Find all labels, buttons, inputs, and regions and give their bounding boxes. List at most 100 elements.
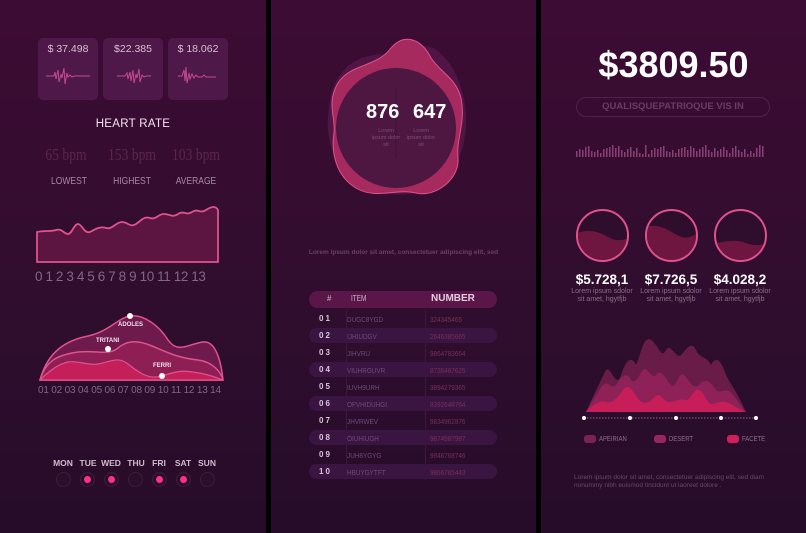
table-row[interactable]: 09 JUH8YGYG 9846768746 (309, 447, 497, 462)
label-pill-button[interactable]: QUALISQUEPATRIOQUE VIS IN (576, 97, 770, 117)
row-index: 08 (319, 433, 332, 442)
table-row[interactable]: 08 OIUHIUGH 9874987987 (309, 430, 497, 445)
legend-facete[interactable]: FACETE (742, 436, 766, 443)
table-row[interactable]: 04 VIUHRGUVR 8736487625 (309, 362, 497, 377)
row-index: 10 (319, 467, 332, 476)
legend-swatch-facete (727, 435, 739, 443)
area-chart-x-axis: 0 1 2 3 4 5 6 7 8 9 10 11 12 13 (35, 269, 206, 284)
stat-card[interactable]: $22.385 (103, 38, 163, 100)
legend-desert[interactable]: DESERT (669, 436, 694, 443)
equalizer-bars (576, 145, 764, 157)
left-panel: $ 37.498 $22.385 $ 18.062 HEART RATE 65 … (0, 0, 266, 533)
row-item: DUGC8YGD (347, 315, 384, 324)
day-label: FRI (152, 458, 166, 468)
middle-panel: 876 647 Lorem ipsum dolor sit Lorem ipsu… (271, 0, 536, 533)
card-value: $22.385 (114, 43, 152, 55)
row-number: 9864783664 (430, 349, 466, 358)
col-header-num[interactable]: # (327, 294, 332, 303)
right-panel: $3809.50 QUALISQUEPATRIOQUE VIS IN $5.72… (541, 0, 806, 533)
waveform-icon (178, 66, 216, 84)
wave-chart-x-axis: 01 02 03 04 05 06 07 08 09 10 11 12 13 1… (38, 385, 221, 396)
day-toggle-wed[interactable] (104, 472, 119, 487)
day-label: WED (101, 458, 121, 468)
table-row[interactable]: 01 DUGC8YGD 324345465 (309, 311, 497, 326)
bpm-highest: 153 bpm (108, 145, 156, 164)
table-row[interactable]: 07 JHVRWEV 9834962876 (309, 413, 497, 428)
day-toggle-sun[interactable] (200, 472, 215, 487)
gauge-circle[interactable] (576, 209, 629, 262)
day-label: MON (53, 458, 73, 468)
row-item: OIUHIUGH (347, 434, 379, 443)
blob-caption-left: Lorem ipsum dolor sit (371, 128, 401, 148)
row-index: 07 (319, 416, 332, 425)
stat-card[interactable]: $ 18.062 (168, 38, 228, 100)
stat-card[interactable]: $ 37.498 (38, 38, 98, 100)
row-number: 9866765443 (430, 468, 466, 477)
mountain-area-chart (582, 339, 758, 420)
day-label: THU (127, 458, 145, 468)
row-number: 9874987987 (430, 434, 466, 443)
row-number: 9846768746 (430, 451, 466, 460)
series-label-adoles: ADOLES (118, 322, 144, 328)
day-label: SUN (198, 458, 216, 468)
gauge-caption: Lorem ipsum sdolor sit amet, hgytfjb (640, 288, 702, 303)
bpm-lowest: 65 bpm (45, 145, 87, 164)
legend-swatch-apeirian (584, 435, 596, 443)
column-divider (346, 310, 347, 480)
row-number: 3894279365 (430, 383, 466, 392)
bpm-average: 103 bpm (172, 145, 220, 164)
day-toggle-fri[interactable] (152, 472, 167, 487)
table-row[interactable]: 02 IJHIUDGV 2646385665 (309, 328, 497, 343)
row-item: JHVRWEV (347, 417, 379, 426)
wave-fill-icon (716, 240, 765, 260)
row-number: 9834962876 (430, 417, 466, 426)
gauge-caption: Lorem ipsum sdolor sit amet, hgytfjb (709, 288, 771, 303)
row-number: 8736487625 (430, 366, 466, 375)
gauge-value: $5.728,1 (575, 272, 629, 287)
day-toggle-tue[interactable] (80, 472, 95, 487)
blob-value-left: 876 (366, 101, 400, 123)
row-number: 2646385665 (430, 332, 466, 341)
legend-apeirian[interactable]: APEIRIAN (599, 436, 627, 443)
bpm-label: HIGHEST (113, 176, 151, 187)
col-header-number[interactable]: NUMBER (431, 293, 475, 304)
row-item: HBUYGYTFT (347, 468, 386, 477)
col-header-item[interactable]: ITEM (351, 294, 367, 303)
row-item: OFVHIDUHGI (347, 400, 388, 409)
card-value: $ 37.498 (47, 43, 89, 55)
gauge-caption: Lorem ipsum sdolor sit amet, hgytfjb (571, 288, 633, 303)
legend-swatch-desert (654, 435, 666, 443)
day-toggle-sat[interactable] (176, 472, 191, 487)
gauge-circle[interactable] (645, 209, 698, 262)
wave-chart (38, 313, 224, 381)
series-label-tritani: TRITANI (96, 338, 120, 344)
day-toggle-mon[interactable] (56, 472, 71, 487)
table-row[interactable]: 05 IUVH9URH 3894279365 (309, 379, 497, 394)
row-index: 02 (319, 331, 332, 340)
blob-graphic (327, 38, 466, 195)
table-row[interactable]: 10 HBUYGYTFT 9866765443 (309, 464, 497, 479)
heart-rate-title: HEART RATE (95, 118, 171, 130)
table-row[interactable]: 03 JIHVRU 9864783664 (309, 345, 497, 360)
gauge-circle[interactable] (714, 209, 767, 262)
card-value: $ 18.062 (177, 43, 219, 55)
table-row[interactable]: 06 OFVHIDUHGI 8392648764 (309, 396, 497, 411)
description-text: Lorem ipsum dolor sit amet, consectetuer… (308, 249, 499, 256)
gauge-value: $7.726,5 (644, 272, 698, 287)
footer-text: Lorem ipsum dolor sit amet, consectetuer… (574, 474, 765, 489)
column-divider (425, 310, 426, 480)
table-header: # ITEM NUMBER (309, 291, 497, 308)
blob-value-right: 647 (413, 101, 447, 123)
day-label: TUE (79, 458, 97, 468)
gauge-value: $4.028,2 (713, 272, 767, 287)
row-number: 8392648764 (430, 400, 466, 409)
row-index: 06 (319, 399, 332, 408)
row-index: 01 (319, 314, 332, 323)
row-number: 324345465 (430, 315, 462, 324)
row-item: JIHVRU (347, 349, 371, 358)
row-item: IJHIUDGV (347, 332, 377, 341)
bpm-label: AVERAGE (175, 176, 217, 187)
wave-fill-icon (647, 225, 696, 260)
day-toggle-thu[interactable] (128, 472, 143, 487)
heart-rate-area-chart (36, 206, 219, 263)
